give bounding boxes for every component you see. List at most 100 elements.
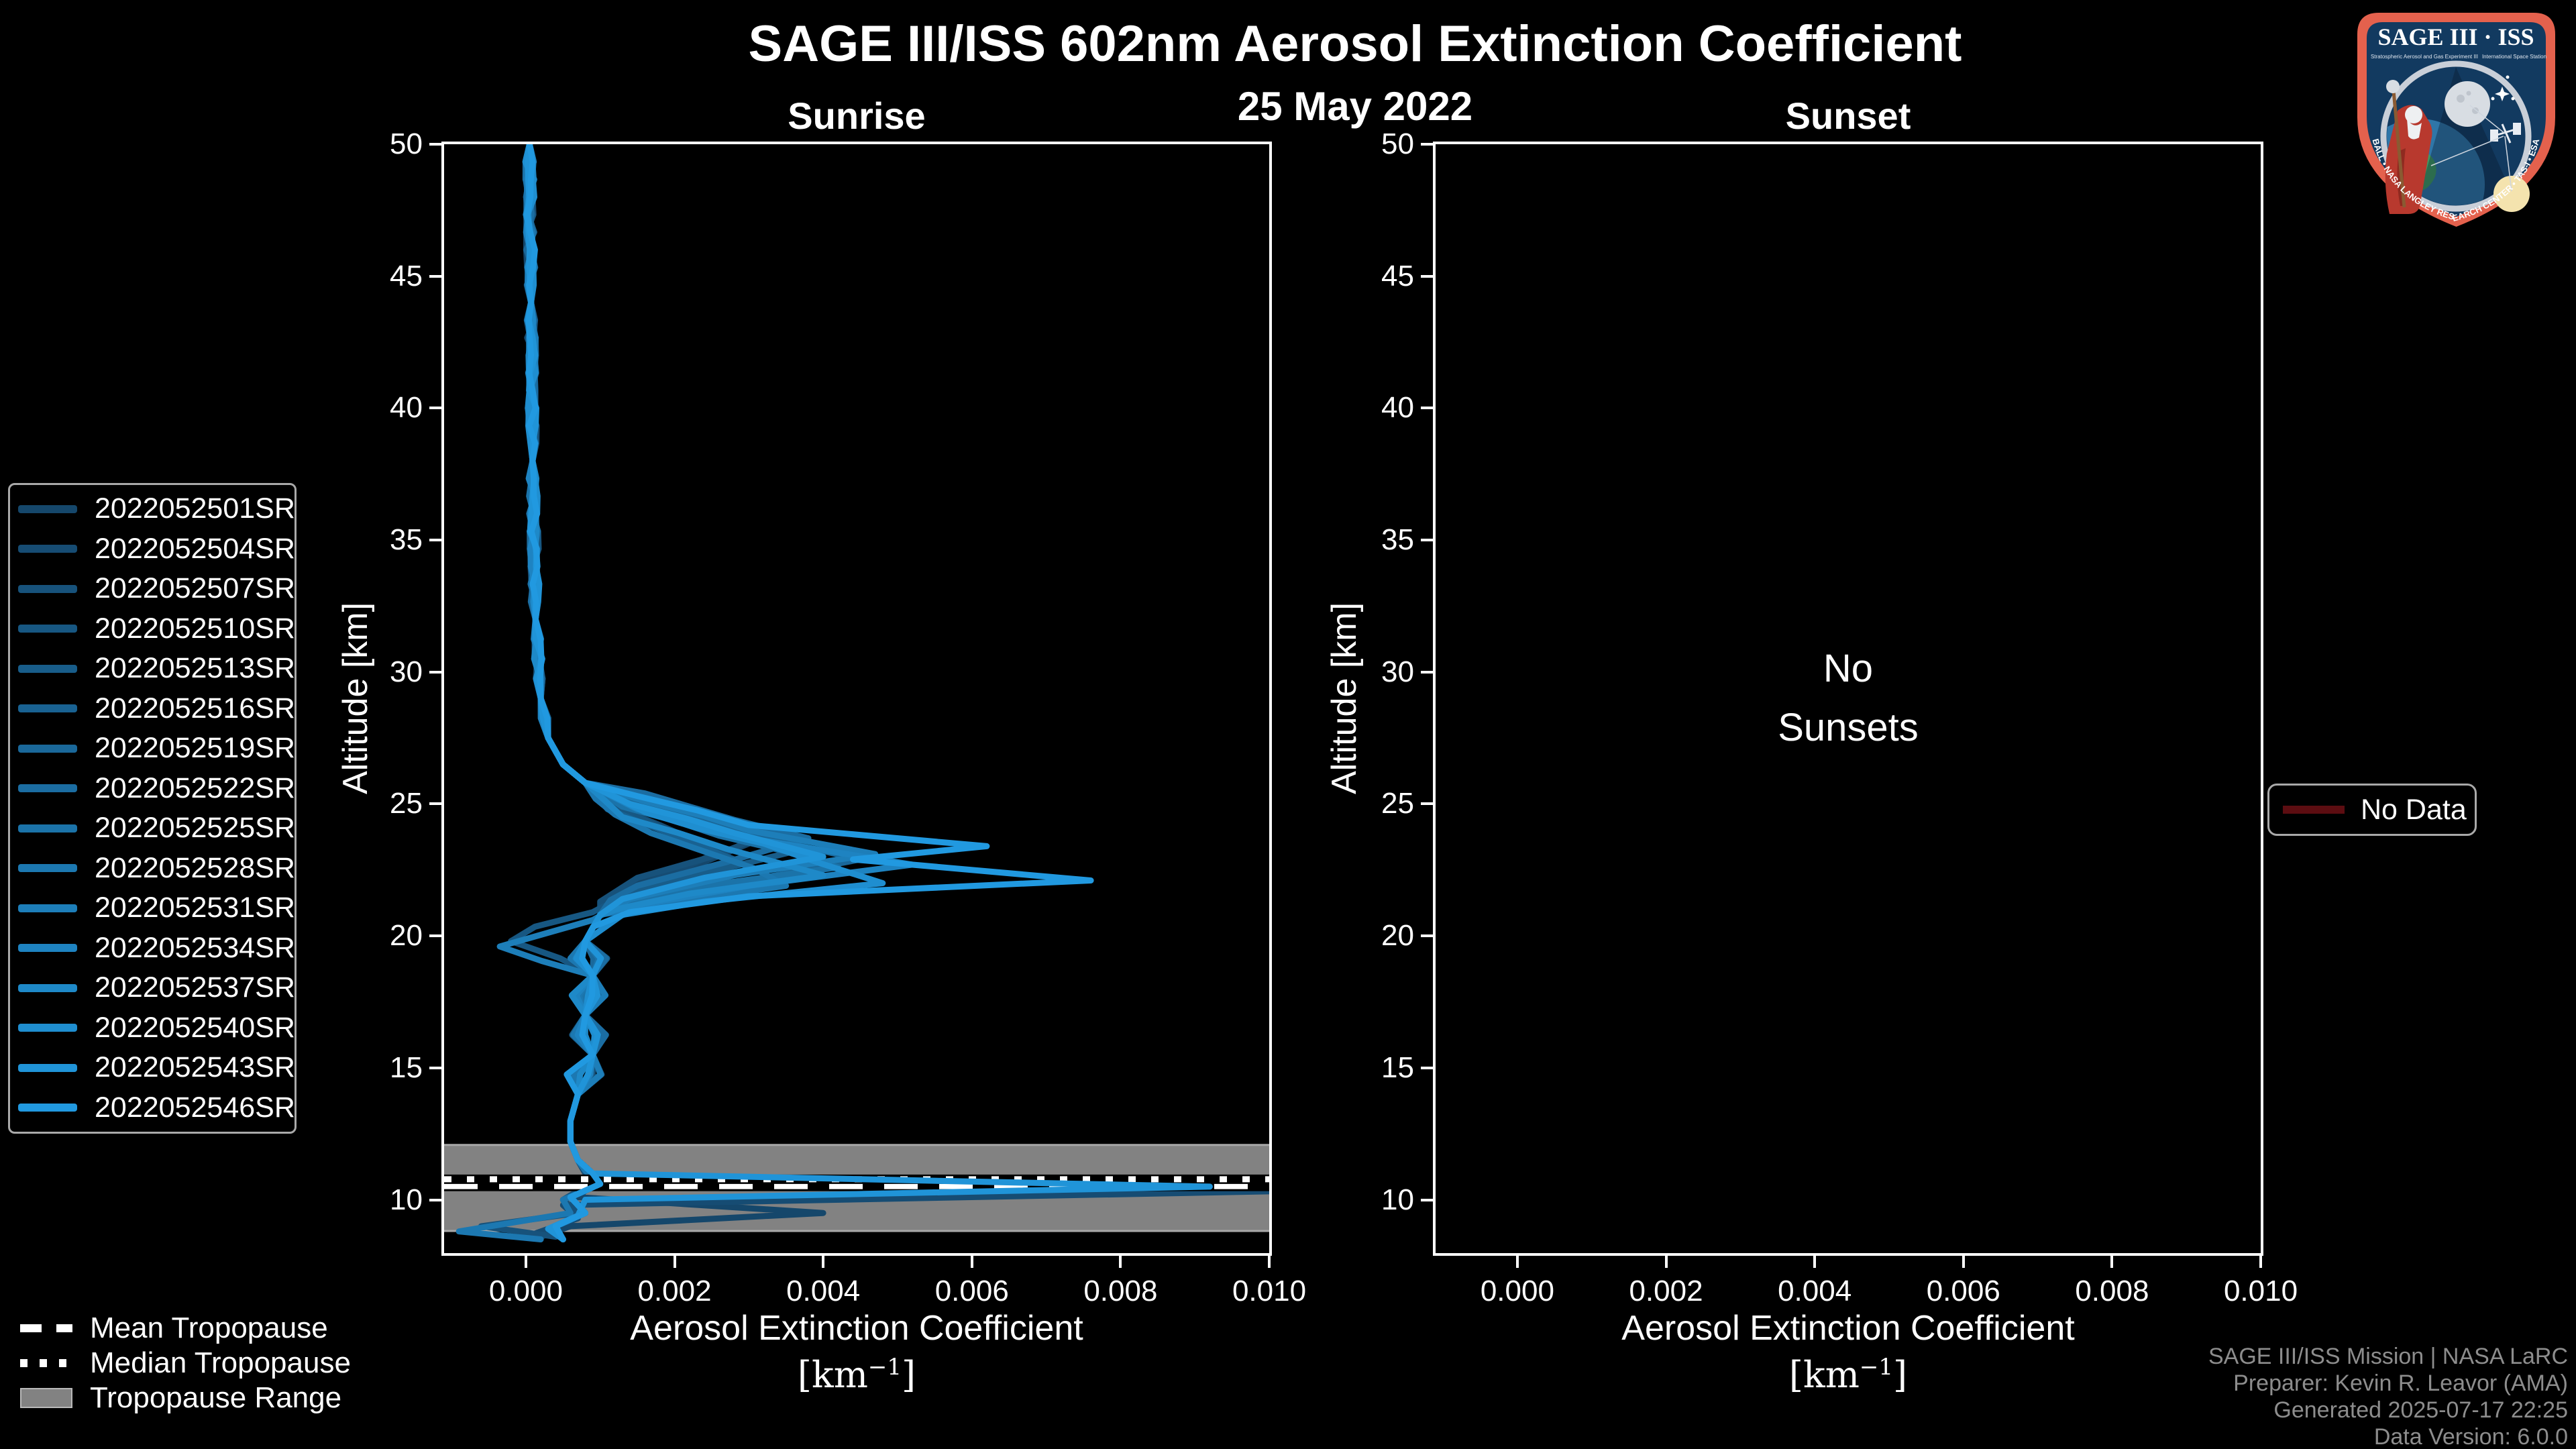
- legend-item: 2022052531SR: [10, 889, 295, 928]
- sunset-ytick-mark: [1421, 539, 1433, 542]
- sunrise-plot-canvas: [444, 144, 1269, 1242]
- tropopause-legend-item: Tropopause Range: [0, 1381, 402, 1415]
- sunrise-xtick-mark: [673, 1256, 676, 1268]
- logo-subtitle-right: International Space Station: [2482, 54, 2546, 60]
- sunset-xtick-label: 0.004: [1778, 1275, 1852, 1307]
- sunrise-xtick-label: 0.008: [1083, 1275, 1158, 1307]
- unit-suffix: ]: [902, 1354, 916, 1396]
- footer-credits: SAGE III/ISS Mission | NASA LaRC Preparer…: [2208, 1343, 2568, 1449]
- logo-title: SAGE III · ISS: [2377, 23, 2534, 50]
- legend-item: 2022052540SR: [10, 1008, 295, 1047]
- sunset-ytick-mark: [1421, 802, 1433, 806]
- legend-line-swatch: [18, 824, 77, 833]
- sunrise-xtick-mark: [822, 1256, 825, 1268]
- sunset-xtick-mark: [2110, 1256, 2114, 1268]
- unit-suffix: ]: [1893, 1354, 1908, 1396]
- sunrise-ytick-mark: [429, 1066, 441, 1069]
- legend-item-label: 2022052513SR: [95, 652, 295, 685]
- sunrise-xtick-label: 0.000: [488, 1275, 563, 1307]
- sunset-ytick-mark: [1421, 670, 1433, 674]
- sunrise-ytick-mark: [429, 274, 441, 278]
- sunset-ytick-mark: [1421, 1066, 1433, 1069]
- sunrise-xtick-label: 0.010: [1232, 1275, 1307, 1307]
- legend-line-swatch: [18, 744, 77, 753]
- sunrise-plot-panel: [441, 142, 1272, 1256]
- sunset-ytick-label: 25: [1381, 787, 1414, 820]
- sage-iss-logo: SAGE III · ISS Stratospheric Aerosol and…: [2357, 13, 2555, 227]
- x-axis-unit-sunrise: [km−1]: [798, 1354, 916, 1396]
- unit-exponent: −1: [1859, 1354, 1894, 1381]
- legend-item: 2022052528SR: [10, 849, 295, 888]
- profile-2022052534SR: [523, 144, 916, 1242]
- profile-2022052504SR: [523, 144, 1269, 1238]
- legend-item: 2022052534SR: [10, 928, 295, 967]
- sunrise-ytick-mark: [429, 670, 441, 674]
- no-sunsets-line1: No: [1823, 647, 1874, 690]
- sunrise-ytick-label: 45: [390, 259, 423, 292]
- unit-prefix: [km: [1788, 1354, 1860, 1396]
- sunrise-xtick-label: 0.006: [934, 1275, 1009, 1307]
- legend-item-label: 2022052531SR: [95, 892, 295, 924]
- y-axis-label-sunrise: Altitude [km]: [336, 602, 375, 795]
- x-axis-unit-sunset: [km−1]: [1789, 1354, 1907, 1396]
- tropopause-legend: Mean Tropopause Median Tropopause Tropopau…: [0, 1311, 402, 1415]
- sunset-xtick-mark: [1962, 1256, 1965, 1268]
- tropopause-legend-label: Tropopause Range: [90, 1381, 342, 1414]
- legend-line-swatch: [18, 504, 77, 513]
- tropopause-patch-swatch: [20, 1388, 72, 1408]
- x-axis-label-sunrise: Aerosol Extinction Coefficient: [630, 1309, 1083, 1348]
- legend-line-swatch: [18, 1104, 77, 1112]
- x-axis-label-sunset: Aerosol Extinction Coefficient: [1621, 1309, 2075, 1348]
- legend-line-swatch: [18, 983, 77, 992]
- sunset-xtick-mark: [1515, 1256, 1519, 1268]
- no-data-line-swatch: [2283, 806, 2345, 814]
- logo-moon: [2445, 81, 2490, 127]
- y-axis-label-sunset: Altitude [km]: [1325, 602, 1364, 795]
- legend-item-label: 2022052504SR: [95, 532, 295, 565]
- legend-item: 2022052543SR: [10, 1049, 295, 1087]
- logo-ring: [2380, 60, 2532, 212]
- sunset-ytick-mark: [1421, 407, 1433, 410]
- sunset-ytick-label: 40: [1381, 391, 1414, 425]
- legend-item-label: 2022052546SR: [95, 1091, 295, 1124]
- legend-item: 2022052507SR: [10, 570, 295, 608]
- events-legend: 2022052501SR 2022052504SR 2022052507SR 2022…: [8, 483, 297, 1134]
- legend-item: 2022052537SR: [10, 969, 295, 1008]
- sunset-ytick-label: 15: [1381, 1051, 1414, 1084]
- sunset-panel-title: Sunset: [1785, 95, 1911, 137]
- no-sunsets-line2: Sunsets: [1778, 706, 1919, 749]
- sunset-ytick-label: 50: [1381, 127, 1414, 160]
- no-sunsets-annotation: No Sunsets: [1778, 639, 1919, 757]
- legend-item: 2022052501SR: [10, 490, 295, 529]
- no-data-label: No Data: [2361, 793, 2467, 826]
- legend-line-swatch: [18, 1024, 77, 1032]
- legend-item-label: 2022052528SR: [95, 851, 295, 884]
- profile-2022052528SR: [455, 144, 790, 1242]
- legend-line-swatch: [18, 944, 77, 953]
- sunset-ytick-label: 45: [1381, 259, 1414, 292]
- legend-item-label: 2022052516SR: [95, 692, 295, 724]
- legend-item-label: 2022052501SR: [95, 492, 295, 525]
- logo-sage-figure: [2385, 80, 2432, 214]
- sunrise-ytick-label: 50: [390, 127, 423, 160]
- legend-line-swatch: [18, 904, 77, 912]
- tropopause-legend-label: Median Tropopause: [90, 1346, 351, 1379]
- legend-line-swatch: [18, 784, 77, 793]
- chart-date: 25 May 2022: [1237, 84, 1473, 129]
- legend-item-label: 2022052507SR: [95, 572, 295, 605]
- sunrise-ytick-label: 15: [390, 1051, 423, 1084]
- tropopause-legend-item: Median Tropopause: [0, 1346, 402, 1381]
- sunrise-xtick-mark: [1268, 1256, 1271, 1268]
- profile-2022052507SR: [478, 144, 775, 1240]
- legend-item: 2022052510SR: [10, 609, 295, 648]
- tropopause-legend-label: Mean Tropopause: [90, 1311, 328, 1344]
- tropopause-dotted-swatch: [20, 1359, 72, 1367]
- footer-line: Data Version: 6.0.0: [2373, 1424, 2568, 1449]
- sunset-xtick-mark: [1813, 1256, 1817, 1268]
- sunset-xtick-label: 0.002: [1629, 1275, 1703, 1307]
- footer-line: Generated 2025-07-17 22:25: [2273, 1397, 2568, 1423]
- legend-item: 2022052546SR: [10, 1088, 295, 1127]
- legend-item-label: 2022052525SR: [95, 812, 295, 845]
- legend-line-swatch: [18, 545, 77, 553]
